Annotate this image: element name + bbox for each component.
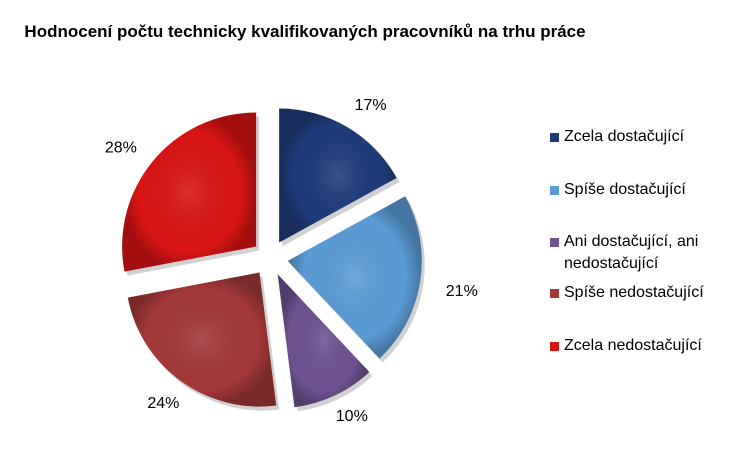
slice-shading (127, 272, 277, 407)
data-label-spise-dostacujici: 21% (446, 283, 478, 300)
legend-label: Ani dostačující, ani nedostačující (564, 233, 699, 272)
legend-label: Zcela dostačující (564, 128, 685, 145)
legend-swatch (550, 133, 559, 142)
legend-swatch (550, 342, 559, 351)
legend-item-zcela-dostacujici: Zcela dostačující (548, 126, 748, 148)
data-label-ani-dostacujici-ani-nedostacujici: 10% (336, 408, 368, 425)
legend-swatch (550, 186, 559, 195)
slice-shading (122, 112, 257, 272)
legend-item-zcela-nedostacujici: Zcela nedostačující (548, 335, 748, 357)
legend-item-ani-dostacujici: Ani dostačující, ani nedostačující (548, 231, 744, 275)
chart-title: Hodnocení počtu technicky kvalifikovanýc… (24, 22, 586, 41)
legend: Zcela dostačující Spíše dostačující Ani … (548, 126, 748, 357)
legend-item-spise-nedostacujici: Spíše nedostačující (548, 282, 748, 304)
legend-label: Zcela nedostačující (564, 337, 702, 354)
slice-shading (277, 274, 370, 408)
legend-item-spise-dostacujici: Spíše dostačující (548, 179, 748, 201)
data-label-zcela-dostacujici: 17% (355, 97, 387, 114)
legend-swatch (550, 289, 559, 298)
legend-label: Spíše dostačující (564, 181, 686, 198)
legend-label: Spíše nedostačující (564, 284, 704, 301)
data-label-zcela-nedostacujici: 28% (105, 140, 137, 157)
slice-shading (287, 196, 422, 359)
legend-swatch (550, 238, 559, 247)
data-label-spise-nedostacujici: 24% (147, 395, 179, 412)
slice-shading (279, 108, 397, 243)
